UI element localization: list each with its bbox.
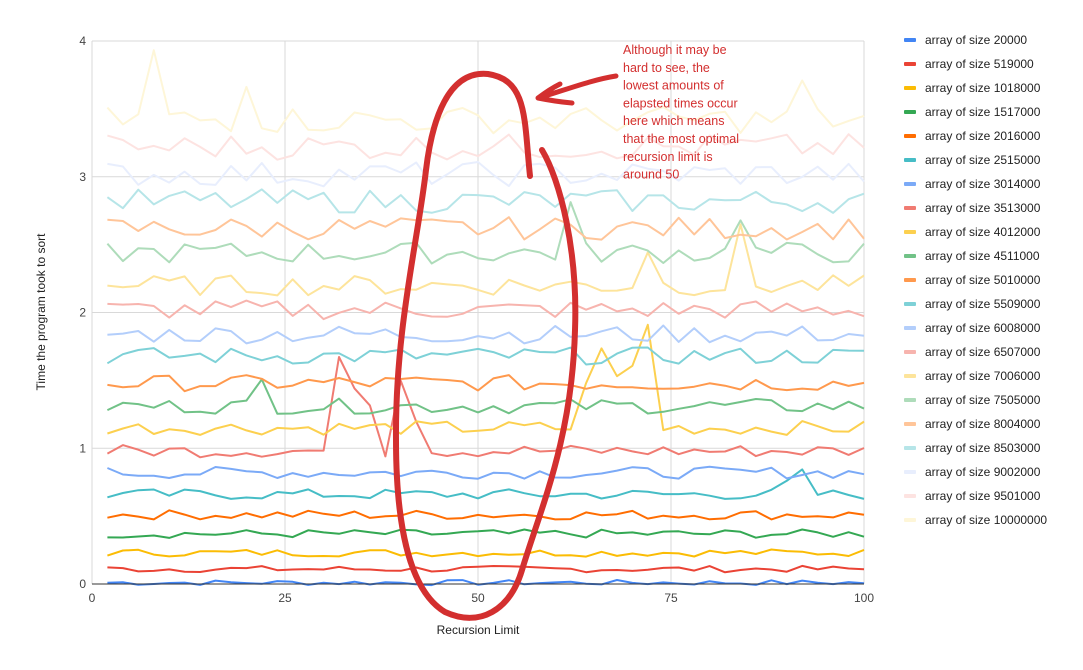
legend-label: array of size 5509000 [925, 297, 1041, 311]
series-line [106, 201, 865, 265]
y-axis-title: Time the program took to sort [34, 233, 48, 391]
legend-label: array of size 7505000 [925, 393, 1041, 407]
x-tick-label: 75 [664, 591, 678, 605]
legend-swatch [904, 158, 916, 162]
y-tick-label: 4 [79, 34, 86, 48]
legend-label: array of size 9002000 [925, 465, 1041, 479]
legend-swatch [904, 494, 916, 498]
legend-swatch [904, 398, 916, 402]
legend-label: array of size 20000 [925, 33, 1027, 47]
x-tick-label: 50 [471, 591, 485, 605]
legend-label: array of size 2016000 [925, 129, 1041, 143]
legend-label: array of size 5010000 [925, 273, 1041, 287]
legend-label: array of size 3513000 [925, 201, 1041, 215]
annotation-line: recursion limit is [623, 150, 713, 164]
series-line [107, 374, 865, 393]
annotation-line: elapsted times occur [623, 96, 738, 110]
series-line [107, 133, 865, 161]
legend-swatch [904, 182, 916, 186]
x-tick-label: 100 [854, 591, 874, 605]
series-line [107, 548, 865, 558]
series-line [106, 346, 865, 366]
series-line [106, 356, 865, 459]
legend-label: array of size 8004000 [925, 417, 1041, 431]
legend-label: array of size 4012000 [925, 225, 1041, 239]
legend-swatch [904, 518, 916, 522]
series-line [107, 528, 865, 539]
annotation-line: lowest amounts of [623, 79, 724, 93]
legend-swatch [904, 254, 916, 258]
legend-label: array of size 6507000 [925, 345, 1041, 359]
highlight-circle [392, 70, 579, 621]
legend-swatch [904, 302, 916, 306]
series-line [107, 161, 865, 188]
series-line [106, 188, 865, 214]
legend-swatch [904, 422, 916, 426]
legend: array of size 20000 array of size 519000 a… [904, 33, 1047, 527]
legend-swatch [904, 110, 916, 114]
series-lines [106, 49, 865, 587]
x-tick-label: 0 [89, 591, 96, 605]
legend-label: array of size 9501000 [925, 489, 1041, 503]
legend-swatch [904, 374, 916, 378]
annotation-line: that the most optimal [623, 132, 739, 146]
annotation-arrow [535, 73, 619, 106]
annotation: Although it may be hard to see, the lowest… [392, 43, 739, 621]
series-line [107, 509, 865, 521]
series-line [107, 216, 865, 241]
legend-label: array of size 4511000 [925, 249, 1040, 263]
series-line [107, 468, 865, 500]
legend-label: array of size 6008000 [925, 321, 1041, 335]
annotation-line: here which means [623, 114, 724, 128]
legend-swatch [904, 278, 916, 282]
series-line [107, 323, 865, 436]
y-tick-label: 3 [79, 170, 86, 184]
legend-label: array of size 519000 [925, 57, 1034, 71]
legend-swatch [904, 38, 916, 42]
legend-label: array of size 1517000 [925, 105, 1041, 119]
legend-swatch [904, 230, 916, 234]
annotation-line: Although it may be [623, 43, 727, 57]
legend-label: array of size 7006000 [925, 369, 1041, 383]
legend-label: array of size 8503000 [925, 441, 1041, 455]
gridlines [91, 40, 865, 585]
series-line [107, 299, 865, 321]
legend-swatch [904, 350, 916, 354]
annotation-line: around 50 [623, 168, 679, 182]
legend-swatch [904, 326, 916, 330]
legend-label: array of size 3014000 [925, 177, 1041, 191]
x-tick-label: 25 [278, 591, 292, 605]
tick-labels: 0 25 50 75 100 0 1 2 3 4 [79, 34, 874, 605]
legend-swatch [904, 446, 916, 450]
legend-swatch [904, 86, 916, 90]
legend-label: array of size 2515000 [925, 153, 1041, 167]
series-line [106, 49, 865, 135]
series-line [107, 564, 865, 574]
y-tick-label: 0 [79, 577, 86, 591]
series-line [107, 324, 865, 345]
legend-swatch [904, 206, 916, 210]
legend-label: array of size 1018000 [925, 81, 1041, 95]
y-tick-label: 1 [79, 441, 86, 455]
series-line [106, 378, 865, 415]
annotation-line: hard to see, the [623, 61, 710, 75]
legend-label: array of size 10000000 [925, 513, 1047, 527]
legend-swatch [904, 470, 916, 474]
x-axis-title: Recursion Limit [437, 623, 520, 637]
y-tick-label: 2 [79, 306, 86, 320]
series-line [107, 465, 865, 480]
legend-swatch [904, 134, 916, 138]
legend-swatch [904, 62, 916, 66]
